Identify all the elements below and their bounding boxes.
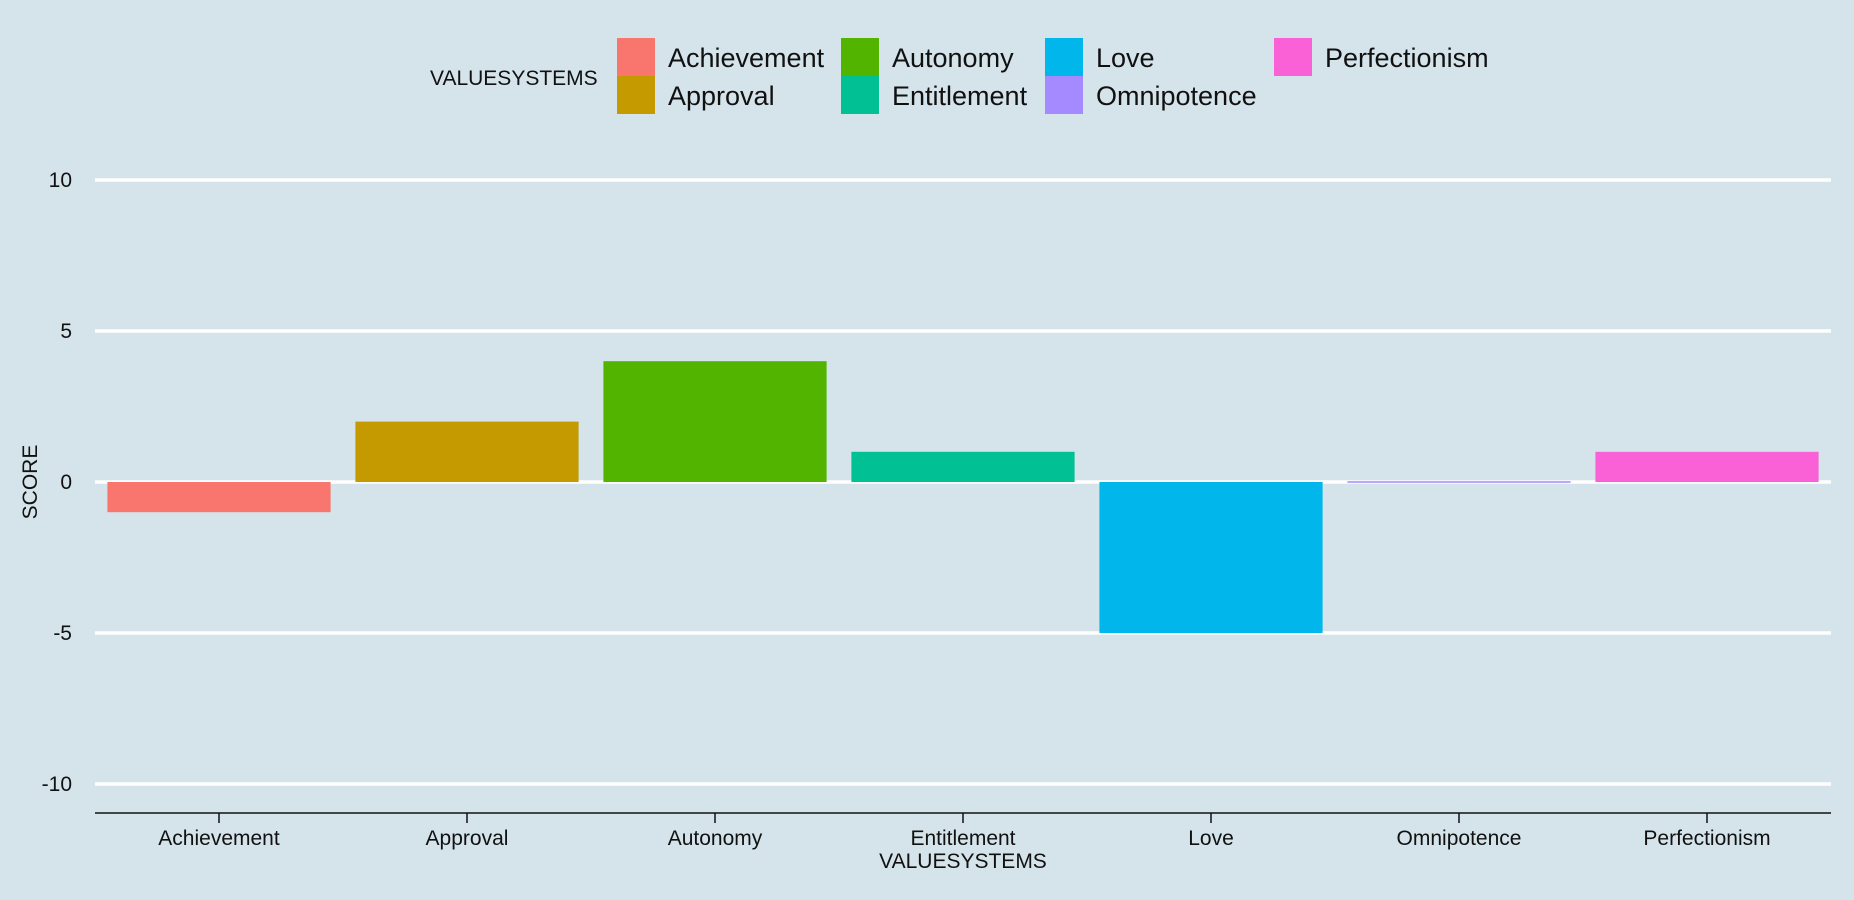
y-axis: -10 -5 0 5 10 (42, 169, 72, 796)
bars (107, 361, 1819, 633)
bar-achievement (107, 482, 331, 513)
x-axis-title: VALUESYSTEMS (879, 850, 1047, 873)
legend: VALUESYSTEMS Achievement Approval Autonomy… (430, 38, 1489, 114)
y-tick-label: -5 (53, 622, 72, 645)
legend-label: Perfectionism (1325, 43, 1489, 73)
bar-entitlement (851, 451, 1075, 482)
legend-swatch-omnipotence (1045, 76, 1083, 114)
x-tick-label: Entitlement (910, 827, 1015, 850)
x-tick-label: Omnipotence (1397, 827, 1522, 850)
x-axis: Achievement Approval Autonomy Entitlement Lo… (95, 812, 1831, 850)
x-tick-label: Love (1188, 827, 1234, 850)
x-tick-label: Autonomy (668, 827, 763, 850)
bar-perfectionism (1595, 451, 1819, 482)
y-axis-title: SCORE (19, 445, 42, 520)
legend-label: Autonomy (892, 43, 1014, 73)
bar-love (1099, 482, 1323, 633)
legend-label: Love (1096, 43, 1155, 73)
legend-swatch-perfectionism (1274, 38, 1312, 76)
bar-autonomy (603, 361, 827, 482)
y-tick-label: -10 (42, 773, 72, 796)
x-tick-label: Achievement (158, 827, 280, 850)
x-tick-label: Approval (426, 827, 509, 850)
y-tick-label: 0 (60, 471, 72, 494)
y-tick-label: 5 (60, 320, 72, 343)
legend-swatch-approval (617, 76, 655, 114)
bar-approval (355, 421, 579, 482)
legend-swatch-love (1045, 38, 1083, 76)
legend-swatch-entitlement (841, 76, 879, 114)
bar-omnipotence (1347, 481, 1571, 483)
legend-label: Achievement (668, 43, 825, 73)
legend-swatch-achievement (617, 38, 655, 76)
legend-swatch-autonomy (841, 38, 879, 76)
x-tick-label: Perfectionism (1643, 827, 1770, 850)
y-tick-label: 10 (49, 169, 72, 192)
legend-label: Omnipotence (1096, 81, 1257, 111)
legend-label: Approval (668, 81, 775, 111)
legend-label: Entitlement (892, 81, 1028, 111)
legend-title: VALUESYSTEMS (430, 67, 598, 90)
